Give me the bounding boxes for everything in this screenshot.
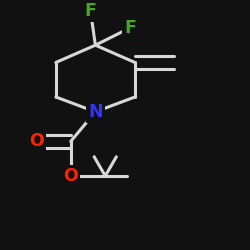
Text: O: O — [63, 167, 78, 185]
Text: F: F — [124, 19, 136, 37]
Text: O: O — [29, 132, 44, 150]
Text: N: N — [88, 103, 103, 121]
Text: F: F — [84, 2, 96, 20]
